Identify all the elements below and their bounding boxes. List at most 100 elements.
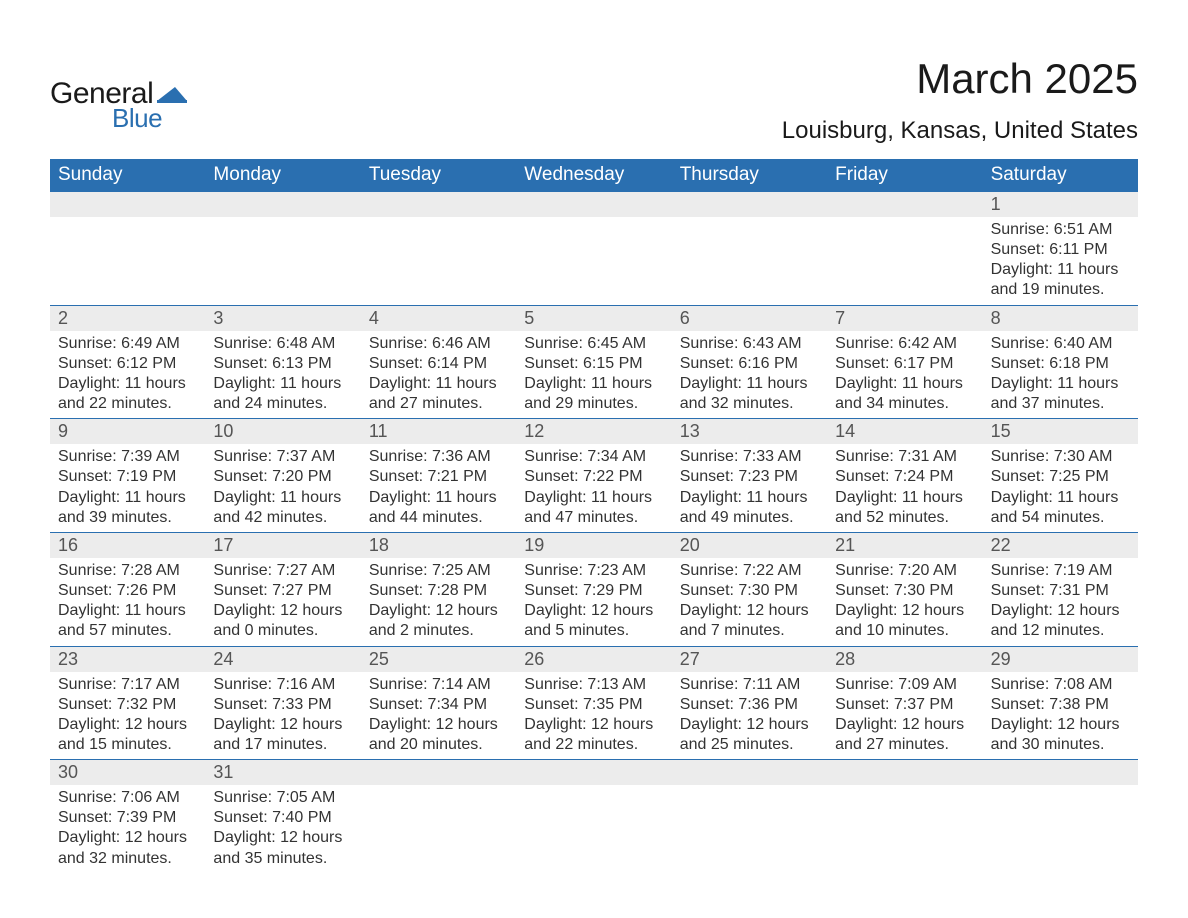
sunset-text: Sunset: 7:38 PM [991,695,1132,715]
sunrise-text: Sunrise: 7:33 AM [680,447,821,467]
day-cell: Sunrise: 7:30 AMSunset: 7:25 PMDaylight:… [983,444,1138,532]
day-number: 25 [361,647,516,672]
day-header-cell: Saturday [983,159,1138,192]
daylight-text: Daylight: 11 hours and 29 minutes. [524,374,665,414]
day-cell: Sunrise: 7:22 AMSunset: 7:30 PMDaylight:… [672,558,827,646]
day-number: 7 [827,306,982,331]
sunset-text: Sunset: 6:13 PM [213,354,354,374]
day-number: 4 [361,306,516,331]
sunset-text: Sunset: 7:32 PM [58,695,199,715]
day-number: 16 [50,533,205,558]
sunset-text: Sunset: 7:39 PM [58,808,199,828]
daylight-text: Daylight: 11 hours and 22 minutes. [58,374,199,414]
day-cell [672,785,827,873]
sunrise-text: Sunrise: 6:40 AM [991,334,1132,354]
sunrise-text: Sunrise: 6:49 AM [58,334,199,354]
day-number: 17 [205,533,360,558]
day-number [50,192,205,217]
sunrise-text: Sunrise: 7:05 AM [213,788,354,808]
day-cell: Sunrise: 7:19 AMSunset: 7:31 PMDaylight:… [983,558,1138,646]
sunset-text: Sunset: 7:34 PM [369,695,510,715]
week-row: 9101112131415Sunrise: 7:39 AMSunset: 7:1… [50,418,1138,532]
day-cell [827,785,982,873]
day-number: 13 [672,419,827,444]
day-number [983,760,1138,785]
sunrise-text: Sunrise: 6:43 AM [680,334,821,354]
daylight-text: Daylight: 11 hours and 27 minutes. [369,374,510,414]
daynum-row: 23242526272829 [50,647,1138,672]
day-cell: Sunrise: 7:31 AMSunset: 7:24 PMDaylight:… [827,444,982,532]
sunrise-text: Sunrise: 7:27 AM [213,561,354,581]
day-cell [516,785,671,873]
sunset-text: Sunset: 7:26 PM [58,581,199,601]
daylight-text: Daylight: 11 hours and 37 minutes. [991,374,1132,414]
daylight-text: Daylight: 11 hours and 42 minutes. [213,488,354,528]
daylight-text: Daylight: 11 hours and 52 minutes. [835,488,976,528]
day-cell [361,785,516,873]
day-number: 14 [827,419,982,444]
daylight-text: Daylight: 11 hours and 47 minutes. [524,488,665,528]
title-month: March 2025 [782,55,1138,103]
day-number: 19 [516,533,671,558]
sunset-text: Sunset: 6:11 PM [991,240,1132,260]
day-cell: Sunrise: 6:51 AMSunset: 6:11 PMDaylight:… [983,217,1138,305]
daynum-row: 9101112131415 [50,419,1138,444]
day-number: 22 [983,533,1138,558]
day-cell: Sunrise: 7:17 AMSunset: 7:32 PMDaylight:… [50,672,205,760]
sunrise-text: Sunrise: 7:25 AM [369,561,510,581]
daylight-text: Daylight: 11 hours and 54 minutes. [991,488,1132,528]
title-location: Louisburg, Kansas, United States [782,117,1138,145]
daylight-text: Daylight: 11 hours and 44 minutes. [369,488,510,528]
day-number: 27 [672,647,827,672]
day-cell: Sunrise: 6:48 AMSunset: 6:13 PMDaylight:… [205,331,360,419]
day-number [205,192,360,217]
day-number: 1 [983,192,1138,217]
daylight-text: Daylight: 11 hours and 39 minutes. [58,488,199,528]
detail-row: Sunrise: 6:51 AMSunset: 6:11 PMDaylight:… [50,217,1138,305]
day-number: 15 [983,419,1138,444]
sunrise-text: Sunrise: 7:31 AM [835,447,976,467]
daylight-text: Daylight: 12 hours and 22 minutes. [524,715,665,755]
day-cell [516,217,671,305]
day-number [672,192,827,217]
daylight-text: Daylight: 11 hours and 32 minutes. [680,374,821,414]
day-header-cell: Thursday [672,159,827,192]
sunset-text: Sunset: 7:24 PM [835,467,976,487]
day-number [827,760,982,785]
day-number: 3 [205,306,360,331]
sunrise-text: Sunrise: 7:16 AM [213,675,354,695]
sunset-text: Sunset: 6:14 PM [369,354,510,374]
day-number: 12 [516,419,671,444]
day-cell: Sunrise: 6:40 AMSunset: 6:18 PMDaylight:… [983,331,1138,419]
daylight-text: Daylight: 11 hours and 34 minutes. [835,374,976,414]
day-cell: Sunrise: 7:20 AMSunset: 7:30 PMDaylight:… [827,558,982,646]
day-cell: Sunrise: 7:37 AMSunset: 7:20 PMDaylight:… [205,444,360,532]
day-number: 10 [205,419,360,444]
day-number: 20 [672,533,827,558]
day-number: 31 [205,760,360,785]
sunset-text: Sunset: 6:17 PM [835,354,976,374]
sunrise-text: Sunrise: 7:19 AM [991,561,1132,581]
sunset-text: Sunset: 7:31 PM [991,581,1132,601]
day-number: 28 [827,647,982,672]
day-number [361,760,516,785]
sunset-text: Sunset: 7:29 PM [524,581,665,601]
sunrise-text: Sunrise: 7:23 AM [524,561,665,581]
day-number: 23 [50,647,205,672]
day-cell: Sunrise: 7:14 AMSunset: 7:34 PMDaylight:… [361,672,516,760]
day-number: 5 [516,306,671,331]
logo: General Blue [50,55,187,134]
daylight-text: Daylight: 12 hours and 32 minutes. [58,828,199,868]
week-row: 23242526272829Sunrise: 7:17 AMSunset: 7:… [50,646,1138,760]
day-header-row: Sunday Monday Tuesday Wednesday Thursday… [50,159,1138,192]
sunset-text: Sunset: 7:20 PM [213,467,354,487]
sunset-text: Sunset: 7:30 PM [835,581,976,601]
day-cell [827,217,982,305]
daylight-text: Daylight: 11 hours and 24 minutes. [213,374,354,414]
day-cell: Sunrise: 7:09 AMSunset: 7:37 PMDaylight:… [827,672,982,760]
day-cell [50,217,205,305]
sunrise-text: Sunrise: 6:42 AM [835,334,976,354]
daylight-text: Daylight: 12 hours and 20 minutes. [369,715,510,755]
day-cell: Sunrise: 6:45 AMSunset: 6:15 PMDaylight:… [516,331,671,419]
daylight-text: Daylight: 11 hours and 49 minutes. [680,488,821,528]
